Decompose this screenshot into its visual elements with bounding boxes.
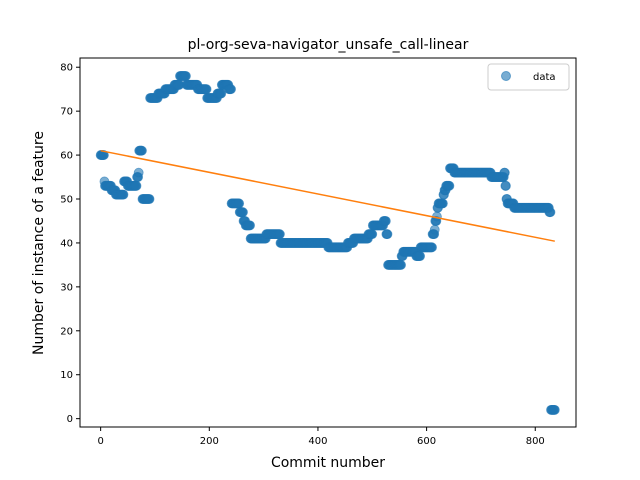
data-point: [444, 180, 455, 191]
y-tick-label: 70: [60, 107, 73, 118]
plot-area: [79, 57, 577, 428]
y-tick-label: 50: [60, 195, 73, 206]
data-point: [429, 224, 440, 235]
x-axis-ticks: 0 200 400 600 800: [97, 427, 545, 447]
y-tick-label: 60: [60, 151, 73, 162]
y-axis-title: Number of instance of a feature: [31, 131, 47, 355]
data-point: [545, 207, 556, 218]
data-point: [382, 229, 393, 240]
data-point: [549, 404, 560, 415]
y-axis-ticks: 0 10 20 30 40 50 60 70 80: [60, 63, 80, 425]
data-point: [201, 84, 212, 95]
data-point: [380, 216, 391, 226]
data-point: [501, 180, 511, 191]
y-tick-label: 30: [60, 282, 73, 293]
data-point: [144, 194, 155, 204]
x-tick-label: 200: [200, 436, 219, 447]
data-point: [118, 189, 129, 200]
legend-box: [487, 63, 570, 91]
data-points: [95, 71, 560, 415]
data-point: [226, 84, 236, 95]
data-point: [131, 180, 142, 191]
x-tick-label: 400: [308, 436, 327, 447]
x-tick-label: 600: [417, 436, 436, 447]
data-point: [396, 260, 406, 270]
legend-marker-data: [501, 71, 511, 81]
data-point: [415, 251, 425, 262]
chart-title: pl-org-seva-navigator_unsafe_call-linear: [188, 37, 469, 53]
data-point: [275, 229, 285, 240]
data-point: [367, 229, 378, 240]
data-point: [427, 242, 437, 253]
y-tick-label: 20: [60, 326, 73, 337]
data-point: [238, 207, 248, 218]
y-tick-label: 80: [60, 63, 73, 74]
data-point: [133, 167, 144, 178]
y-tick-label: 0: [67, 414, 73, 425]
data-point: [245, 220, 255, 231]
fit-line-group: [100, 149, 555, 242]
data-point: [181, 71, 191, 81]
data-point: [234, 198, 245, 209]
data-point: [499, 167, 510, 178]
x-axis-title: Commit number: [271, 455, 385, 471]
data-point: [438, 198, 448, 209]
fit-line: [100, 149, 555, 242]
y-tick-label: 40: [60, 238, 73, 249]
x-tick-label: 800: [526, 436, 545, 447]
y-tick-label: 10: [60, 370, 73, 381]
legend-label-data: data: [533, 72, 556, 83]
x-tick-label: 0: [97, 436, 103, 447]
data-point: [137, 145, 147, 156]
legend: data: [487, 63, 570, 91]
